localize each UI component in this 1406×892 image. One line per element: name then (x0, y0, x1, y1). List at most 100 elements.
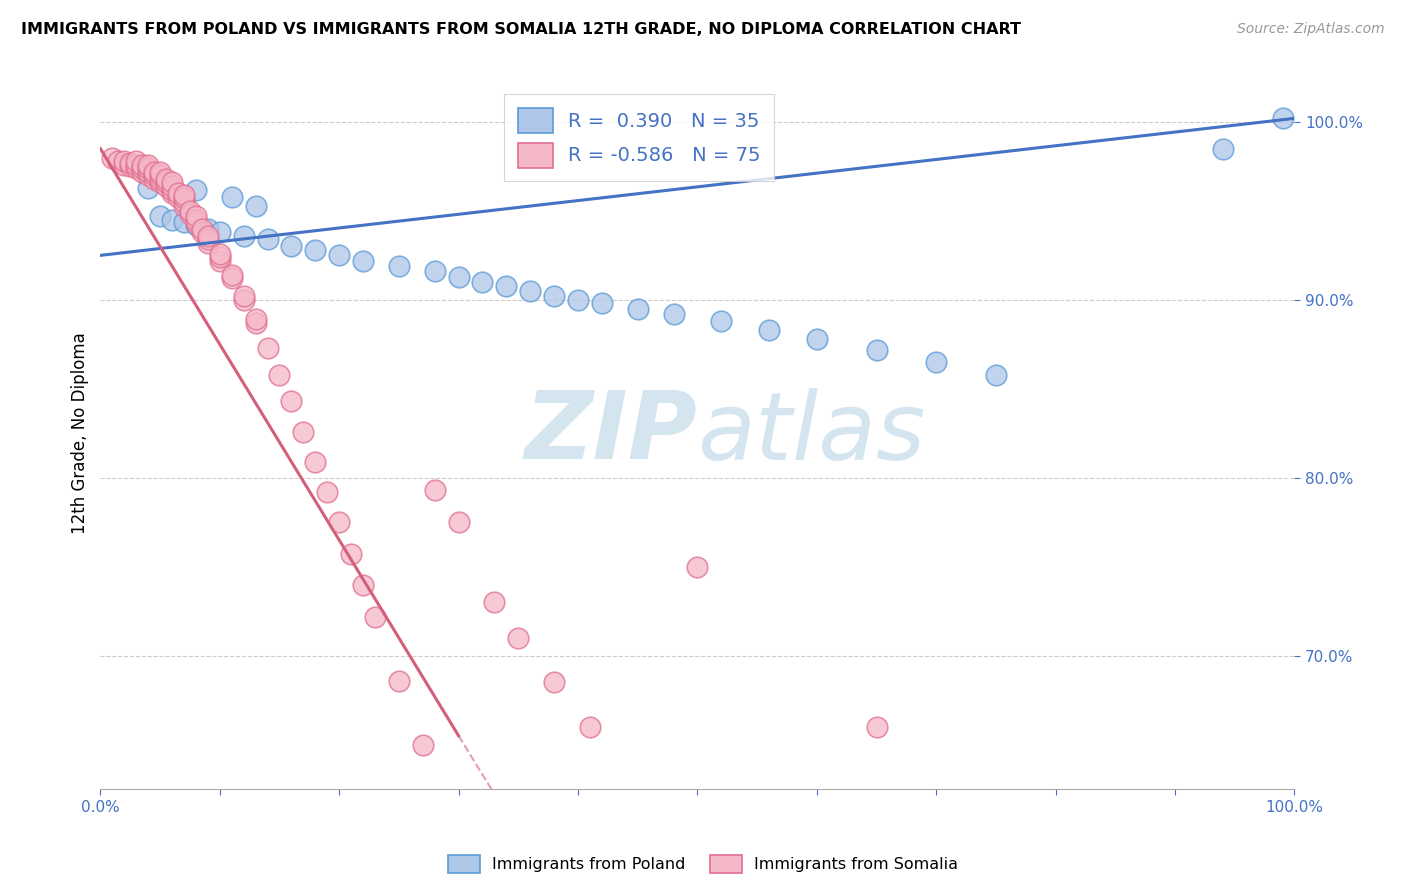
Point (160, 182, 183, 196)
Point (471, 275, 494, 289)
Point (155, 178, 177, 193)
Point (184, 218, 207, 232)
Point (686, 559, 709, 574)
Point (508, 631, 530, 645)
Point (107, 154, 129, 169)
Point (519, 284, 541, 298)
Point (208, 225, 231, 239)
Point (208, 253, 231, 268)
Point (125, 154, 148, 169)
Point (925, 355, 948, 369)
Point (155, 172, 177, 186)
Point (136, 158, 159, 172)
Point (173, 187, 195, 202)
Point (173, 214, 195, 228)
Point (112, 158, 135, 172)
Point (149, 209, 172, 223)
Legend: Immigrants from Poland, Immigrants from Somalia: Immigrants from Poland, Immigrants from … (441, 848, 965, 880)
Point (388, 259, 411, 273)
Point (567, 293, 589, 307)
Point (136, 161, 159, 176)
Point (221, 268, 243, 282)
Point (543, 675, 565, 690)
Point (806, 332, 828, 346)
Point (160, 178, 183, 193)
Point (191, 221, 214, 235)
Text: IMMIGRANTS FROM POLAND VS IMMIGRANTS FROM SOMALIA 12TH GRADE, NO DIPLOMA CORRELA: IMMIGRANTS FROM POLAND VS IMMIGRANTS FRO… (21, 22, 1021, 37)
Point (179, 207, 201, 221)
Point (758, 323, 780, 337)
Point (340, 547, 363, 561)
Point (388, 673, 411, 688)
Point (865, 720, 887, 734)
Point (280, 239, 302, 253)
Point (579, 720, 602, 734)
Point (221, 189, 243, 203)
Point (184, 216, 207, 230)
Point (447, 269, 470, 284)
Legend: R =  0.390   N = 35, R = -0.586   N = 75: R = 0.390 N = 35, R = -0.586 N = 75 (505, 95, 775, 181)
Point (232, 289, 254, 303)
Point (197, 232, 219, 246)
Point (167, 186, 190, 200)
Point (865, 343, 887, 357)
Point (143, 172, 166, 186)
Point (197, 235, 219, 250)
Point (197, 221, 219, 235)
Point (1271, 112, 1294, 126)
Point (245, 198, 267, 212)
Point (1212, 142, 1234, 156)
Point (208, 250, 231, 264)
Point (197, 228, 219, 243)
Text: Source: ZipAtlas.com: Source: ZipAtlas.com (1237, 22, 1385, 37)
Point (280, 394, 302, 409)
Point (352, 253, 374, 268)
Point (484, 595, 506, 609)
Point (269, 368, 291, 382)
Point (984, 368, 1007, 382)
Point (447, 515, 470, 529)
Point (423, 264, 446, 278)
Point (304, 243, 326, 257)
Point (173, 198, 195, 212)
Point (412, 738, 434, 752)
Point (364, 609, 387, 624)
Point (136, 169, 159, 183)
Point (184, 182, 207, 196)
Text: atlas: atlas (697, 388, 925, 479)
Point (143, 169, 166, 183)
Point (125, 158, 148, 172)
Point (191, 225, 214, 239)
Point (149, 165, 172, 179)
Point (184, 209, 207, 223)
Point (136, 165, 159, 179)
Point (662, 307, 685, 321)
Point (101, 151, 124, 165)
Point (136, 180, 159, 194)
Point (160, 212, 183, 227)
Y-axis label: 12th Grade, No Diploma: 12th Grade, No Diploma (72, 333, 89, 534)
Point (160, 176, 183, 190)
Point (292, 425, 315, 439)
Point (245, 316, 267, 330)
Point (316, 485, 339, 500)
Point (131, 165, 153, 179)
Point (245, 312, 267, 326)
Point (143, 165, 166, 179)
Point (328, 248, 350, 262)
Point (112, 154, 135, 169)
Point (710, 314, 733, 328)
Point (328, 515, 350, 529)
Point (495, 278, 517, 293)
Point (591, 296, 613, 310)
Point (232, 293, 254, 307)
Point (256, 232, 278, 246)
Point (155, 176, 177, 190)
Point (232, 228, 254, 243)
Point (149, 169, 172, 183)
Point (149, 172, 172, 186)
Point (179, 203, 201, 218)
Point (131, 161, 153, 176)
Point (167, 189, 190, 203)
Point (120, 160, 142, 174)
